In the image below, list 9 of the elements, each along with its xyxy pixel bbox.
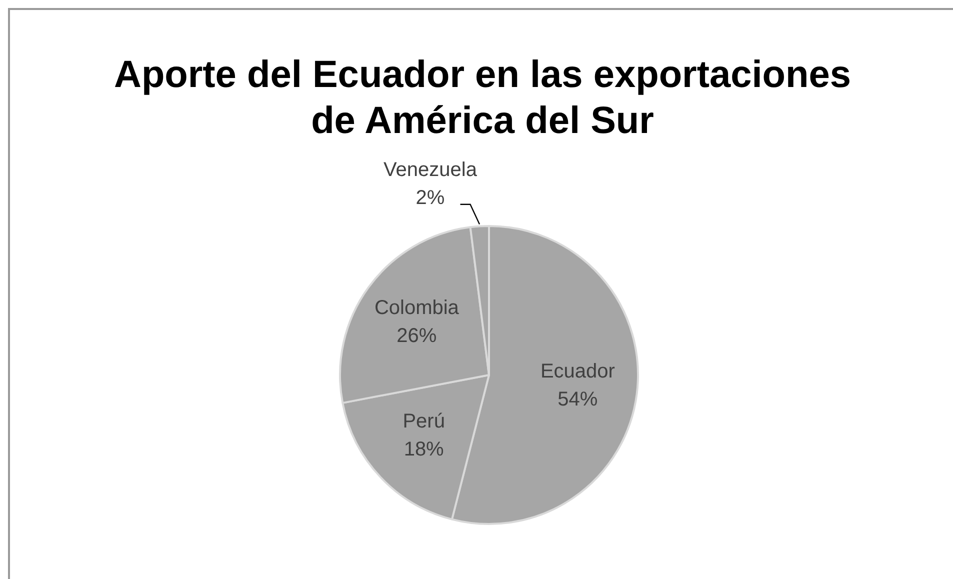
data-label: 54% <box>558 388 598 411</box>
chart-title: Aporte del Ecuador en las exportaciones de América del Sur <box>113 53 852 144</box>
data-label: 26% <box>396 324 437 347</box>
slice-label: Venezuela <box>384 158 478 181</box>
slice-label: Ecuador <box>540 360 616 383</box>
slice-label: Colombia <box>374 296 460 319</box>
data-label: 2% <box>416 186 445 209</box>
data-label: 18% <box>404 438 444 461</box>
slice-label: Perú <box>402 410 445 433</box>
